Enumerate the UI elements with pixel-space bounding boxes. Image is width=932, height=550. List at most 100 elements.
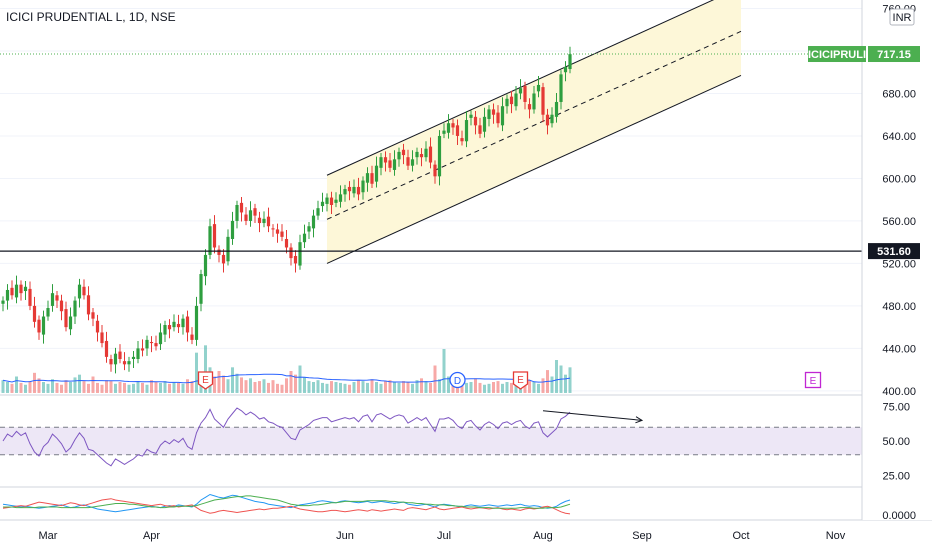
candle-body (347, 186, 352, 192)
candle-body (415, 151, 419, 158)
candle-body (82, 286, 86, 296)
rsi-divergence-arrow-line[interactable] (542, 410, 643, 421)
volume-bar (226, 379, 230, 393)
candle-body (226, 236, 230, 262)
candle-body (28, 288, 32, 306)
volume-bar (123, 382, 126, 393)
candle-body (325, 197, 329, 204)
dmi-axis-tick-label: 0.0000 (882, 510, 916, 522)
volume-bar (240, 377, 243, 393)
volume-bar (564, 374, 567, 393)
dmi-panel[interactable] (2, 493, 571, 515)
volume-bar (537, 383, 540, 393)
volume-bar (285, 378, 288, 393)
price-axis-tick-label: 400.00 (882, 386, 916, 398)
last-price-tag (868, 46, 920, 63)
candle-body (118, 351, 122, 360)
volume-bar (379, 383, 383, 393)
price-axis-tick-label: 480.00 (882, 301, 916, 313)
candle-body (401, 149, 406, 156)
symbol-price-tag (808, 46, 866, 63)
candle-body (280, 231, 284, 237)
candle-body (311, 215, 316, 229)
candle-body (5, 289, 10, 301)
candle-body (10, 287, 14, 296)
volume-bar (100, 384, 104, 393)
volume-bar (6, 382, 9, 393)
volume-bar (55, 382, 59, 393)
hline-layer[interactable] (0, 53, 862, 252)
volume-bar (384, 381, 387, 393)
volume-bar (154, 382, 158, 393)
volume-bar (96, 382, 99, 393)
candle-body (289, 247, 293, 259)
volume-bar (483, 384, 486, 393)
candle-body (568, 54, 572, 70)
candle-body (370, 173, 374, 184)
volume-bar (514, 381, 518, 393)
volume-bar (253, 382, 257, 393)
candle-body (244, 214, 248, 221)
candle-body (541, 87, 545, 115)
volume-bar (132, 383, 135, 393)
candle-body (109, 359, 113, 365)
volume-bar (388, 380, 392, 393)
volume-bar (235, 373, 239, 393)
dmi-line (2, 498, 571, 515)
candle-body (397, 151, 401, 160)
support-price-tag (868, 243, 920, 260)
volume-bar (460, 383, 464, 393)
volume-bar (73, 377, 77, 393)
currency-badge-label: INR (893, 12, 912, 24)
candle-body (86, 295, 91, 315)
volume-bar (289, 371, 293, 393)
price-axis-tick-label: 640.00 (882, 131, 916, 143)
currency-badge[interactable]: INR (889, 8, 915, 26)
candle-body (163, 325, 167, 335)
candle-body (221, 254, 226, 264)
symbol-title[interactable]: ICICI PRUDENTIAL L, 1D, NSE (6, 10, 176, 24)
candle-body (203, 254, 208, 277)
candle-body (14, 284, 19, 298)
volume-bar (343, 383, 347, 393)
volume-bar (177, 382, 180, 393)
rsi-axis-tick-label: 25.00 (882, 470, 910, 482)
time-axis[interactable]: MarAprJunJulAugSepOctNov6202 (39, 530, 932, 542)
volume-bar (1, 380, 5, 393)
candle-body (527, 104, 532, 110)
volume-bar (118, 382, 122, 393)
candle-body (136, 348, 140, 360)
volume-bar (46, 383, 50, 393)
candle-body (514, 93, 518, 107)
volume-bar (334, 382, 338, 393)
candle-body (356, 186, 361, 195)
candle-body (50, 293, 55, 306)
candle-body (55, 295, 59, 301)
volume-bar (501, 383, 504, 393)
volume-bar (190, 381, 194, 393)
dmi-line (3, 495, 571, 509)
channel-lower-line[interactable] (326, 74, 742, 264)
volume-bar (28, 381, 32, 393)
candle-body (536, 84, 541, 92)
rsi-panel[interactable] (0, 407, 862, 467)
volume-bar (163, 381, 167, 393)
dividend-marker-icon (449, 371, 466, 389)
channel-mid-line[interactable] (326, 30, 742, 220)
volume-bar (222, 375, 225, 393)
volume-bar (361, 381, 365, 393)
price-axis[interactable]: 760.00720.00680.00640.00600.00560.00520.… (861, 0, 932, 522)
candle-body (127, 361, 131, 365)
volume-bar (402, 381, 405, 393)
channel-upper-line[interactable] (326, 0, 741, 176)
candle-body (257, 217, 262, 224)
candle-body (446, 123, 451, 133)
earnings-marker-label: E (202, 375, 209, 386)
candle-body (248, 210, 253, 221)
candle-body (68, 316, 73, 330)
candle-body (91, 312, 95, 319)
volume-bar (249, 378, 252, 393)
